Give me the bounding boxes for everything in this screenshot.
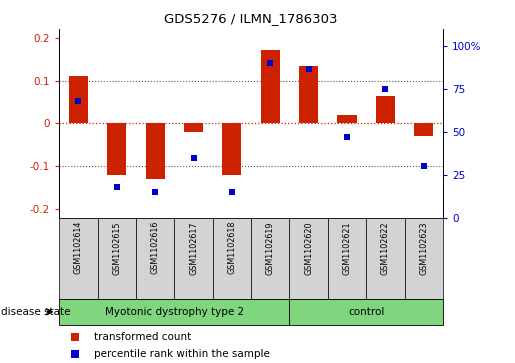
Text: GSM1102620: GSM1102620: [304, 221, 313, 274]
Bar: [299, 65, 318, 123]
Text: GSM1102614: GSM1102614: [74, 221, 83, 274]
Text: control: control: [348, 307, 384, 317]
Text: GSM1102618: GSM1102618: [228, 221, 236, 274]
Bar: [261, 50, 280, 123]
Text: GSM1102621: GSM1102621: [342, 221, 351, 274]
Bar: [136, 218, 174, 299]
Bar: [98, 218, 136, 299]
Bar: [289, 299, 443, 325]
Text: transformed count: transformed count: [94, 332, 191, 342]
Bar: [414, 123, 433, 136]
Bar: [184, 123, 203, 132]
Bar: [337, 115, 356, 123]
Bar: [376, 97, 395, 123]
Point: [113, 184, 121, 190]
Text: disease state: disease state: [1, 307, 71, 317]
Point: [266, 61, 274, 66]
Title: GDS5276 / ILMN_1786303: GDS5276 / ILMN_1786303: [164, 12, 338, 25]
Bar: [366, 218, 405, 299]
Bar: [69, 76, 88, 123]
Text: GSM1102616: GSM1102616: [151, 221, 160, 274]
Text: GSM1102622: GSM1102622: [381, 221, 390, 275]
Point: [420, 163, 428, 169]
Bar: [174, 218, 213, 299]
Text: Myotonic dystrophy type 2: Myotonic dystrophy type 2: [105, 307, 244, 317]
Bar: [146, 123, 165, 179]
Bar: [289, 218, 328, 299]
Bar: [213, 218, 251, 299]
Text: GSM1102623: GSM1102623: [419, 221, 428, 274]
Text: percentile rank within the sample: percentile rank within the sample: [94, 349, 270, 359]
Bar: [107, 123, 126, 175]
Point: [74, 98, 82, 104]
Point: [151, 189, 159, 195]
Bar: [328, 218, 366, 299]
Bar: [251, 218, 289, 299]
Point: [381, 86, 389, 92]
Point: [343, 134, 351, 140]
Text: GSM1102615: GSM1102615: [112, 221, 121, 274]
Point: [71, 334, 79, 340]
Text: GSM1102617: GSM1102617: [189, 221, 198, 274]
Point: [228, 189, 236, 195]
Point: [190, 155, 198, 161]
Point: [304, 66, 313, 72]
Bar: [222, 123, 242, 175]
Bar: [404, 218, 443, 299]
Bar: [59, 218, 98, 299]
Text: GSM1102619: GSM1102619: [266, 221, 274, 274]
Bar: [59, 299, 289, 325]
Point: [71, 351, 79, 357]
